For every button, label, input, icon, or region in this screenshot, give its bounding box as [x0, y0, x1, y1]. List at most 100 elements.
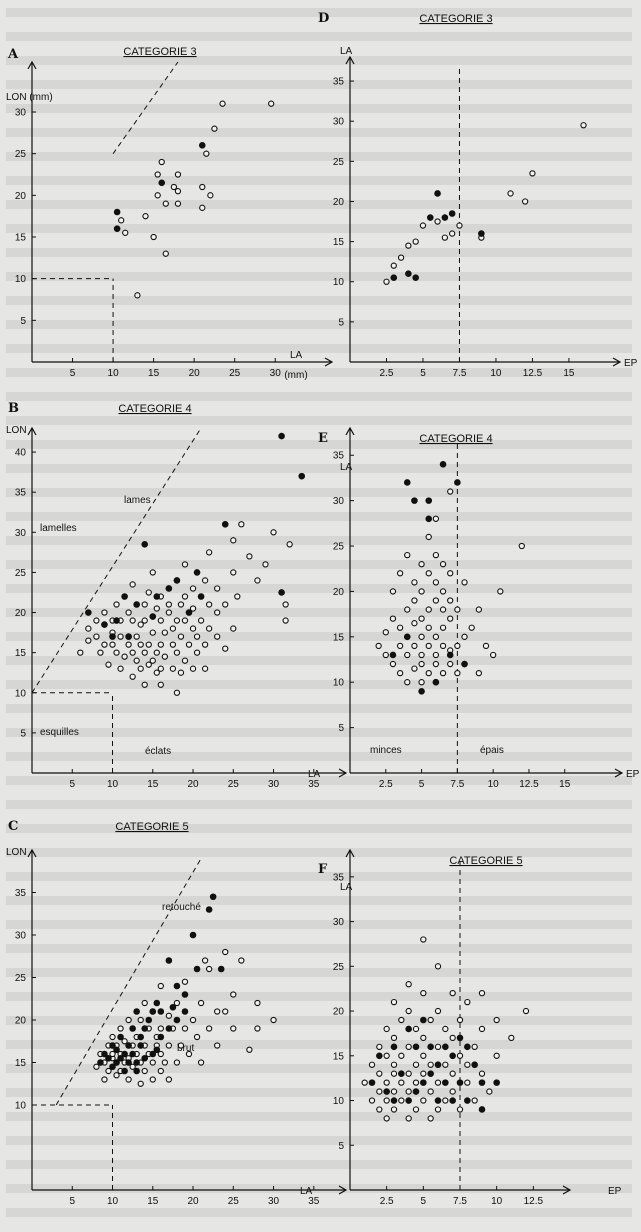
point-open [97, 649, 104, 656]
point-open [125, 1076, 132, 1083]
y-tick-label: 40 [15, 448, 27, 459]
point-open [461, 579, 468, 586]
x-tick-label: 20 [187, 1196, 199, 1207]
point-open [529, 170, 536, 177]
point-open [177, 601, 185, 608]
y-tick-label: 25 [15, 149, 27, 160]
point-open [201, 641, 209, 648]
point-open [149, 569, 156, 576]
point-open [154, 171, 161, 178]
point-open [383, 1052, 390, 1059]
point-open [376, 1088, 383, 1095]
background-text-line [6, 824, 632, 833]
point-filled [133, 1059, 140, 1066]
point-open [109, 641, 116, 648]
x-axis-label: EP [624, 358, 638, 369]
point-filled [169, 1003, 177, 1011]
point-filled [411, 497, 418, 504]
point-open [145, 589, 152, 596]
background-text-line [6, 848, 632, 857]
point-open [418, 561, 425, 568]
point-filled [376, 1052, 383, 1060]
point-filled [165, 585, 173, 592]
point-open [471, 1043, 478, 1050]
point-open [449, 990, 456, 997]
point-filled [461, 660, 468, 668]
point-open [189, 665, 197, 672]
point-open [205, 965, 213, 973]
point-open [161, 1059, 168, 1066]
x-tick-label: 5 [419, 779, 425, 790]
point-open [497, 588, 504, 595]
point-open [383, 1025, 390, 1033]
point-filled [157, 1033, 165, 1041]
point-open [181, 593, 189, 600]
x-tick-label: 10 [491, 1196, 503, 1207]
point-open [432, 551, 440, 559]
point-filled [434, 1097, 442, 1104]
point-open [439, 606, 447, 613]
x-tick-label: 2.5 [380, 1196, 394, 1207]
chart-title: CATEGORIE 4 [118, 403, 191, 415]
point-filled [418, 687, 425, 695]
point-open [434, 1079, 442, 1086]
point-filled [442, 1043, 449, 1051]
y-tick-label: 25 [333, 962, 345, 973]
background-text-line [6, 680, 632, 689]
point-filled [464, 1043, 471, 1051]
point-open [412, 1025, 420, 1033]
y-tick-label: 10 [15, 1101, 27, 1112]
point-filled [181, 991, 189, 998]
point-open [214, 633, 221, 640]
point-filled [133, 1008, 140, 1015]
y-axis-label: LON [6, 847, 27, 858]
point-open [125, 1016, 132, 1024]
point-open [121, 1038, 128, 1045]
point-open [157, 1050, 164, 1058]
panel-d: 2.5 5 7.5 10 12.5 15 5 10 15 20 25 30 35 D CATEGORIE 3… [318, 11, 638, 379]
point-open [157, 665, 164, 672]
x-tick-label: 5 [70, 368, 76, 379]
point-open [425, 606, 432, 613]
point-open [518, 542, 525, 550]
point-filled [298, 472, 306, 480]
point-open [383, 1115, 390, 1122]
point-open [475, 606, 482, 613]
point-open [471, 1097, 478, 1104]
x-tick-label: 30 [268, 779, 280, 790]
point-open [230, 991, 237, 998]
x-axis-label: EP [608, 1186, 622, 1197]
point-open [158, 158, 165, 166]
point-open [141, 601, 148, 608]
point-open [157, 617, 164, 624]
point-open [456, 1016, 464, 1024]
point-open [113, 601, 120, 608]
point-filled [221, 520, 229, 528]
point-open [420, 1097, 427, 1104]
point-filled [217, 965, 225, 973]
x-tick-label: 5 [421, 1196, 427, 1207]
point-open [282, 601, 289, 608]
point-open [154, 192, 161, 199]
point-open [449, 1088, 456, 1095]
background-text-line [6, 1040, 632, 1049]
point-open [170, 183, 178, 191]
y-tick-label: 30 [15, 528, 27, 539]
point-open [396, 669, 404, 677]
point-filled [456, 1079, 464, 1086]
x-tick-label: 15 [148, 368, 160, 379]
point-open [238, 521, 245, 528]
y-axis-arrow [345, 848, 355, 858]
point-open [149, 629, 156, 636]
point-filled [412, 1088, 420, 1095]
point-open [162, 250, 169, 257]
point-open [153, 649, 160, 656]
point-filled [117, 1033, 124, 1041]
point-open [376, 1070, 383, 1077]
y-tick-label: 35 [15, 888, 27, 899]
point-open [246, 1046, 253, 1053]
background-text-line [6, 608, 632, 617]
x-tick-label: 10 [107, 1196, 119, 1207]
point-filled [425, 497, 433, 504]
point-open [486, 1088, 493, 1095]
